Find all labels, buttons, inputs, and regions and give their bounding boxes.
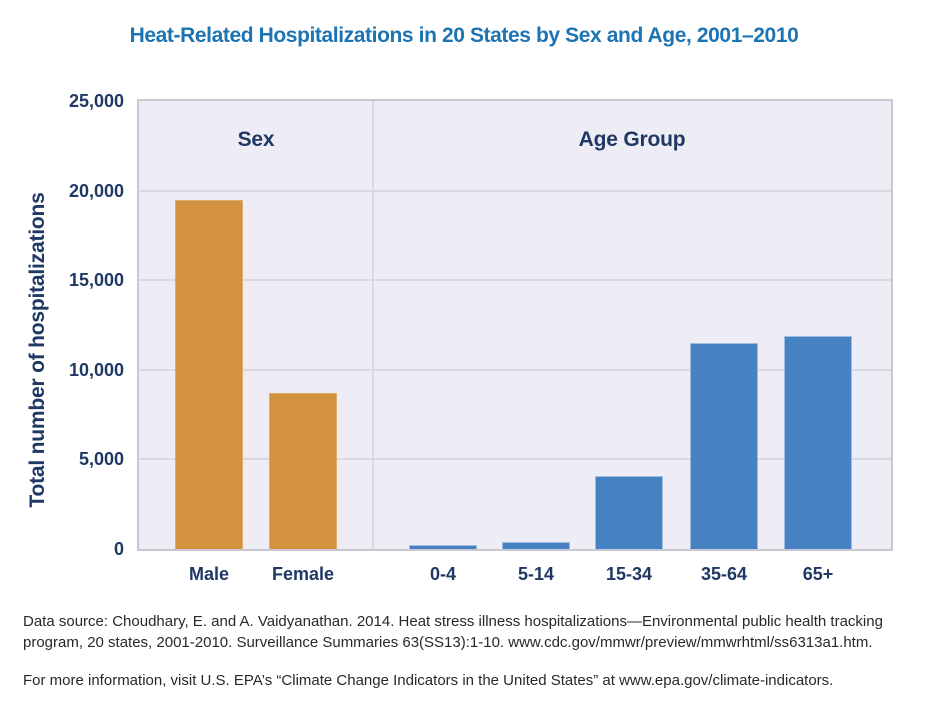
x-label-65: 65+ [802, 564, 834, 584]
footer-notes: Data source: Choudhary, E. and A. Vaidya… [23, 611, 919, 691]
plot-area: Sex Age Group [137, 99, 893, 551]
section-label-age-group: Age Group [578, 128, 686, 151]
bar-5-14 [502, 542, 570, 549]
y-tick-10000: 10,000 [68, 359, 124, 380]
x-label-15-34: 15-34 [605, 564, 653, 584]
y-tick-0: 0 [113, 539, 124, 559]
y-tick-15000: 15,000 [68, 270, 124, 291]
y-tick-5000: 5,000 [78, 449, 124, 470]
section-label-sex: Sex [237, 128, 275, 151]
more-info-text: For more information, visit U.S. EPA’s “… [23, 672, 834, 689]
x-label-5-14: 5-14 [517, 564, 555, 584]
bar-male [175, 200, 243, 549]
gridline-15000 [139, 279, 891, 282]
bar-0-4 [409, 545, 477, 549]
bar-female [269, 393, 337, 549]
x-label-female: Female [271, 564, 335, 584]
y-tick-25000: 25,000 [68, 91, 124, 111]
x-label-35-64: 35-64 [700, 564, 748, 584]
section-divider [372, 101, 374, 549]
gridline-5000 [139, 458, 891, 461]
gridline-20000 [139, 189, 891, 192]
bar-65 [784, 336, 852, 549]
y-tick-20000: 20,000 [68, 180, 124, 201]
gridline-10000 [139, 368, 891, 371]
bar-35-64 [690, 343, 758, 549]
x-label-0-4: 0-4 [429, 564, 456, 584]
chart-title: Heat-Related Hospitalizations in 20 Stat… [129, 24, 799, 47]
bar-15-34 [595, 476, 663, 549]
x-label-male: Male [188, 564, 230, 584]
data-source-text: Data source: Choudhary, E. and A. Vaidya… [23, 613, 883, 651]
